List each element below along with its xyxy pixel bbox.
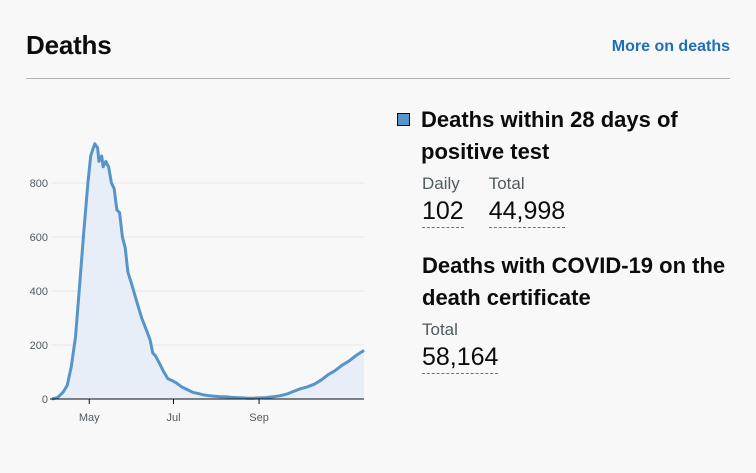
daily-block: Daily 102: [422, 174, 464, 228]
daily-label: Daily: [422, 174, 460, 193]
y-tick-label: 600: [30, 232, 48, 244]
deaths-chart: 0 200 400 600 800 May Jul Sep: [30, 142, 365, 424]
total-value[interactable]: 58,164: [422, 342, 499, 374]
x-tick-label: Sep: [249, 412, 269, 424]
y-tick-label: 400: [30, 286, 48, 298]
metric-values: Daily 102 Total 44,998: [422, 174, 736, 228]
series-area: [52, 143, 364, 399]
legend-swatch-icon: [397, 113, 410, 126]
total-block: Total 58,164: [422, 320, 499, 374]
total-label: Total: [422, 320, 458, 339]
card-title: Deaths: [26, 30, 112, 60]
metric-heading: Deaths within 28 days of positive test: [421, 107, 678, 164]
divider: [26, 78, 730, 79]
more-on-deaths-link[interactable]: More on deaths: [611, 38, 730, 55]
metric-heading-row: Deaths within 28 days of positive test: [396, 104, 736, 168]
x-tick-label: May: [79, 412, 100, 424]
metric-within-28-days: Deaths within 28 days of positive test D…: [396, 104, 736, 228]
series-line: [51, 142, 365, 401]
y-tick-label: 800: [30, 178, 48, 190]
y-tick-label: 0: [42, 394, 48, 406]
metric-death-certificate: Deaths with COVID-19 on the death certif…: [422, 250, 736, 374]
metric-values: Total 58,164: [422, 320, 736, 374]
x-tick-label: Jul: [166, 412, 180, 424]
total-block: Total 44,998: [488, 174, 566, 228]
daily-value[interactable]: 102: [422, 196, 464, 228]
metrics-panel: Deaths within 28 days of positive test D…: [396, 104, 736, 374]
metric-heading: Deaths with COVID-19 on the death certif…: [422, 253, 726, 310]
total-label: Total: [488, 174, 525, 193]
total-value[interactable]: 44,998: [488, 196, 566, 228]
y-tick-label: 200: [30, 340, 48, 352]
